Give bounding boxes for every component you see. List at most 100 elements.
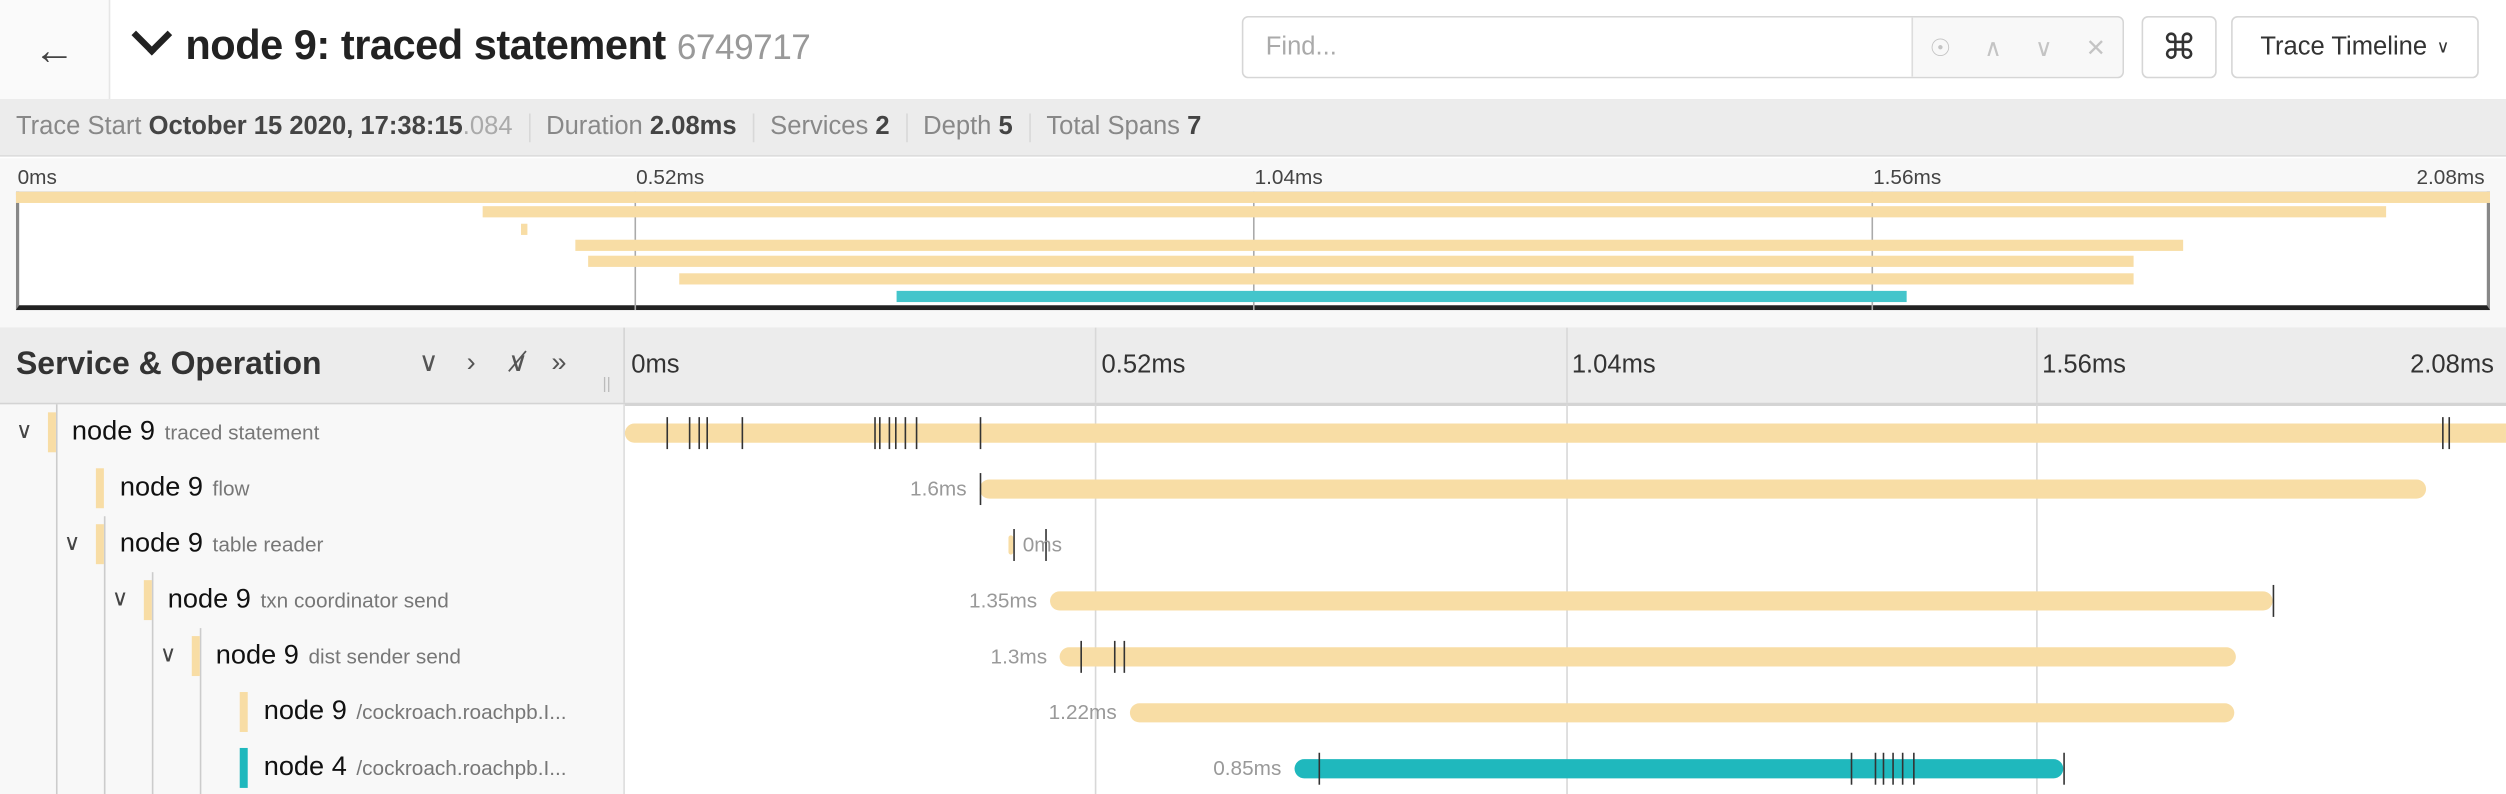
log-marker[interactable] [1874, 752, 1877, 785]
view-select[interactable]: Trace Timeline ∨ [2231, 15, 2479, 79]
span-row[interactable]: ∨ node 9 traced statement [0, 404, 2506, 460]
span-name[interactable]: node 9 txn coordinator send [168, 583, 449, 615]
span-duration-label: 1.35ms [969, 588, 1038, 613]
log-marker[interactable] [1901, 752, 1904, 785]
collapse-all-icon[interactable]: » [551, 346, 567, 378]
locate-icon[interactable]: ☉ [1929, 34, 1952, 62]
span-bar[interactable] [624, 423, 2506, 443]
service-name: node 4 [263, 751, 347, 782]
span-row[interactable]: node 4/cockroach.roachpb.I... 0.85ms [0, 740, 2506, 794]
span-name[interactable]: node 9 table reader [120, 527, 324, 559]
span-row[interactable]: ∨ node 9 txn coordinator send 1.35ms [0, 572, 2506, 628]
span-row[interactable]: ∨ node 9 dist sender send 1.3ms [0, 628, 2506, 684]
log-marker[interactable] [741, 417, 744, 450]
chevron-down-icon: ∨ [2436, 38, 2450, 58]
minimap-tick-label: 1.56ms [1873, 164, 1942, 189]
timeline-tick-label: 1.56ms [2042, 351, 2126, 379]
span-rows: ∨ node 9 traced statement node 9 flow 1.6ms ∨ n… [0, 404, 2506, 794]
log-marker[interactable] [1080, 640, 1083, 673]
log-marker[interactable] [916, 417, 918, 450]
minimap-tick-label: 0ms [17, 164, 57, 189]
timeline-tick-label: 0.52ms [1101, 351, 1186, 379]
span-name[interactable]: node 9 traced statement [72, 416, 319, 448]
log-marker[interactable] [1114, 640, 1116, 673]
span-bar[interactable] [1049, 591, 2273, 611]
find-box: ☉ ∧ ∨ ✕ [1241, 15, 2125, 79]
span-bar[interactable] [1294, 759, 2063, 779]
log-marker[interactable] [689, 417, 691, 450]
timeline-tick-label: 1.04ms [1571, 351, 1656, 379]
span-name[interactable]: node 9/cockroach.roachpb.I... [264, 695, 567, 727]
span-row[interactable]: ∨ node 9 table reader 0ms [0, 516, 2506, 572]
header-gridline [1095, 327, 1097, 403]
chevron-down-icon [131, 14, 173, 56]
log-marker[interactable] [2062, 752, 2065, 785]
log-marker[interactable] [1045, 529, 1048, 561]
minimap-span-bar [575, 239, 2184, 251]
log-marker[interactable] [888, 417, 891, 450]
operation-name: traced statement [164, 420, 320, 445]
span-collapse-toggle[interactable]: ∨ [111, 584, 129, 611]
keyboard-shortcuts-button[interactable]: ⌘ [2141, 15, 2217, 79]
depth: Depth 5 [923, 112, 1031, 142]
log-marker[interactable] [904, 417, 906, 450]
log-marker[interactable] [2448, 417, 2450, 450]
span-collapse-toggle[interactable]: ∨ [15, 417, 33, 443]
log-marker[interactable] [1882, 752, 1885, 785]
service-name: node 9 [71, 415, 156, 446]
tree-guide-line [55, 404, 58, 794]
resize-handle[interactable]: || [602, 375, 611, 394]
service-color-marker [239, 747, 248, 788]
log-marker[interactable] [1012, 529, 1015, 561]
span-bar[interactable] [979, 479, 2427, 499]
log-marker[interactable] [1123, 640, 1125, 673]
expand-one-icon[interactable]: › [466, 346, 476, 378]
log-marker[interactable] [879, 417, 881, 450]
expand-all-icon[interactable]: ∨̸ [508, 346, 529, 378]
log-marker[interactable] [666, 417, 669, 450]
log-marker[interactable] [1891, 752, 1894, 785]
operation-name: flow [212, 476, 250, 501]
service-name: node 9 [215, 639, 299, 670]
span-bar[interactable] [1059, 647, 2236, 667]
minimap-gridline [1252, 191, 1255, 311]
trace-title[interactable]: node 9: traced statement 6749717 [131, 14, 811, 71]
log-marker[interactable] [979, 417, 981, 450]
service-color-marker [95, 468, 104, 509]
minimap-gridline [1871, 191, 1874, 311]
minimap[interactable]: 0ms 0.52ms 1.04ms 1.56ms 2.08ms [0, 158, 2506, 330]
log-marker[interactable] [1912, 752, 1915, 785]
find-input[interactable] [1243, 17, 1912, 77]
collapse-one-icon[interactable]: ∨ [418, 346, 439, 378]
span-name[interactable]: node 9 flow [120, 471, 250, 503]
trace-summary: Trace Start October 15 2020, 17:38:15.08… [0, 99, 2506, 157]
back-button[interactable]: ← [0, 0, 111, 100]
span-row[interactable]: node 9/cockroach.roachpb.I... 1.22ms [0, 684, 2506, 740]
minimap-span-bar [15, 191, 2490, 203]
log-marker[interactable] [895, 417, 897, 450]
minimap-tick-label: 2.08ms [2416, 164, 2485, 189]
span-row[interactable]: node 9 flow 1.6ms [0, 460, 2506, 516]
log-marker[interactable] [706, 417, 708, 450]
tree-guide-line [199, 628, 202, 794]
span-collapse-toggle[interactable]: ∨ [63, 529, 81, 555]
service-name: node 9 [167, 583, 251, 614]
minimap-gridline [634, 191, 637, 311]
log-marker[interactable] [874, 417, 877, 450]
close-icon[interactable]: ✕ [2085, 34, 2106, 62]
span-bar[interactable] [1129, 703, 2235, 723]
log-marker[interactable] [1318, 752, 1321, 785]
span-name[interactable]: node 9 dist sender send [216, 639, 461, 671]
trace-start: Trace Start October 15 2020, 17:38:15.08… [16, 112, 531, 142]
span-name[interactable]: node 4/cockroach.roachpb.I... [264, 751, 567, 783]
log-marker[interactable] [1850, 752, 1852, 785]
chevron-up-icon[interactable]: ∧ [1984, 34, 2002, 62]
chevron-down-icon[interactable]: ∨ [2035, 34, 2053, 62]
log-marker[interactable] [2272, 584, 2275, 617]
log-marker[interactable] [698, 417, 700, 450]
log-marker[interactable] [2441, 417, 2444, 450]
operation-name: /cockroach.roachpb.I... [356, 700, 567, 724]
log-marker[interactable] [979, 473, 981, 506]
span-bar[interactable] [1008, 535, 1014, 555]
span-collapse-toggle[interactable]: ∨ [159, 640, 177, 667]
